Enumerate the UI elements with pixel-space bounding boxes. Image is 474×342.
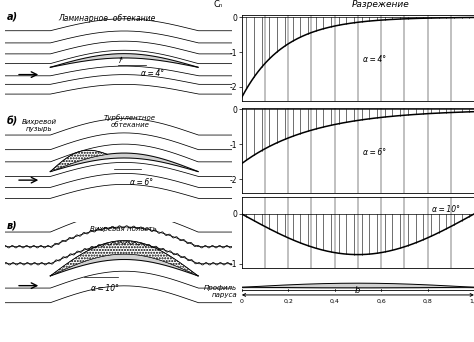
- Polygon shape: [50, 54, 198, 67]
- Text: б): б): [7, 116, 18, 126]
- Text: Ламинарное  обтекание: Ламинарное обтекание: [58, 14, 156, 23]
- Polygon shape: [50, 153, 198, 172]
- Text: в): в): [7, 220, 18, 231]
- Text: Турбулентное
обтекание: Турбулентное обтекание: [104, 114, 156, 128]
- Text: Вихревая полость: Вихревая полость: [90, 226, 156, 232]
- Text: Cₙ: Cₙ: [214, 0, 223, 9]
- Text: α = 6°: α = 6°: [130, 178, 153, 187]
- Text: α = 4°: α = 4°: [141, 69, 164, 78]
- Text: 0,8: 0,8: [423, 299, 432, 304]
- Text: b: b: [355, 286, 361, 295]
- Text: α = 10°: α = 10°: [91, 284, 119, 292]
- Text: Разрежение: Разрежение: [352, 0, 410, 9]
- Text: Профиль
паруса: Профиль паруса: [204, 285, 237, 298]
- Text: 1,0: 1,0: [469, 299, 474, 304]
- Text: α = 10°: α = 10°: [432, 206, 460, 214]
- Polygon shape: [50, 254, 198, 276]
- Text: α = 4°: α = 4°: [363, 55, 386, 64]
- Text: α = 6°: α = 6°: [363, 148, 386, 157]
- Text: 0,4: 0,4: [330, 299, 339, 304]
- Text: 0: 0: [240, 299, 244, 304]
- Text: Вихревой
пузырь: Вихревой пузырь: [21, 119, 56, 132]
- Text: 0,2: 0,2: [283, 299, 293, 304]
- Text: а): а): [7, 12, 18, 22]
- Text: 0,6: 0,6: [376, 299, 386, 304]
